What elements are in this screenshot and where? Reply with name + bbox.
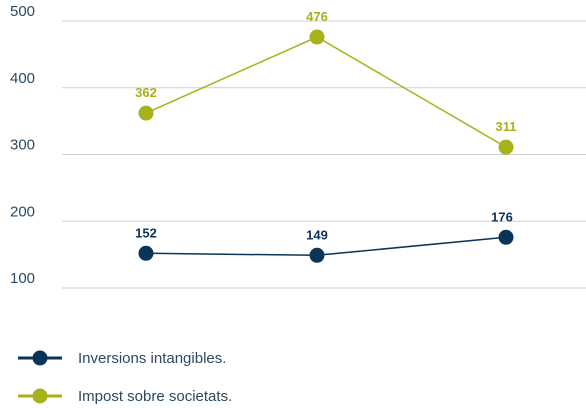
data-point-s1-2011 [498,139,514,155]
y-tick-label-200: 200 [10,203,35,220]
data-point-s0-2009 [138,245,154,261]
series-lines [145,36,507,257]
data-point-s0-2010 [309,247,325,263]
series-points [138,29,514,263]
legend-swatch-inversions [18,346,62,370]
data-point-s1-2010 [309,29,325,45]
data-label-s1-2011: 311 [496,119,517,134]
data-label-s1-2009: 362 [135,85,157,100]
data-point-s0-2011 [498,229,514,245]
grid-lines [62,20,586,289]
y-tick-label-400: 400 [10,70,35,87]
series-line-1 [145,36,507,148]
data-label-s1-2010: 476 [306,9,328,24]
legend-swatch-impost [18,384,62,408]
data-point-s1-2009 [138,105,154,121]
y-axis-ticks: 100 200 300 400 500 [10,3,35,287]
data-label-s0-2009: 152 [135,225,157,240]
data-labels: 152 149 176 362 476 311 [135,9,516,242]
legend-label-inversions: Inversions intangibles. [78,349,227,367]
data-label-s0-2011: 176 [491,209,513,224]
legend-label-impost: Impost sobre societats. [78,387,233,405]
legend-item-impost: Impost sobre societats. [18,384,418,408]
y-tick-label-300: 300 [10,137,35,154]
y-tick-label-500: 500 [10,3,35,20]
y-tick-label-100: 100 [10,270,35,287]
legend-item-inversions: Inversions intangibles. [18,346,418,370]
data-label-s0-2010: 149 [306,227,328,242]
